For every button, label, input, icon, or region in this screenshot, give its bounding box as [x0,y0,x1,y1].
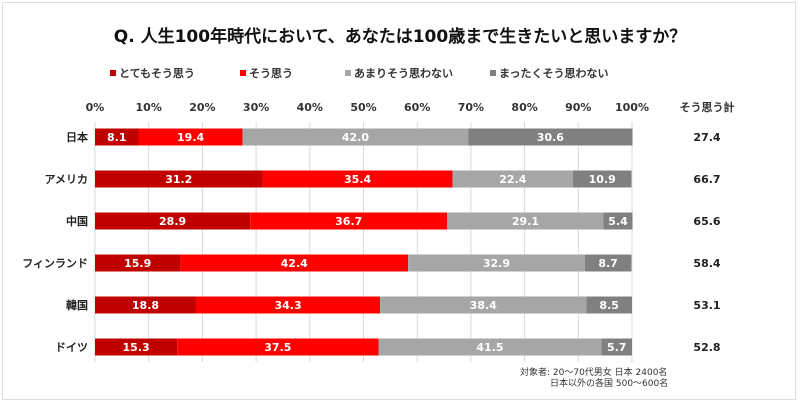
footnote-line: 対象者: 20～70代男女 日本 2400名 [520,368,668,378]
data-label: 31.2 [165,173,192,186]
bar-segment [468,128,633,146]
bar-segment [586,296,632,314]
x-tick-label: 20% [189,101,215,114]
legend-label: とてもそう思う [119,67,195,80]
bar-segment [95,338,178,356]
data-label: 5.7 [607,341,627,354]
legend-item: そう思う [240,65,293,81]
category-label: 日本 [66,130,88,144]
bar-segment [572,170,632,188]
data-label: 42.4 [281,257,308,270]
x-tick-label: 100% [615,101,649,114]
bar-segment [138,128,243,146]
footnote-line: 日本以外の各国 500～600名 [550,379,669,389]
data-label: 22.4 [499,173,526,186]
x-tick-label: 90% [565,101,591,114]
legend-label: あまりそう思わない [354,67,453,80]
bar-segment [408,254,585,272]
data-label: 41.5 [476,341,503,354]
x-tick-label: 60% [404,101,430,114]
bar-segment [95,296,196,314]
data-label: 42.0 [342,131,369,144]
bar-segment [177,338,379,356]
x-tick-label: 70% [458,101,484,114]
data-label: 37.5 [264,341,291,354]
data-label: 15.3 [123,341,150,354]
legend-item: まったくそう思わない [490,65,609,81]
x-tick-label: 50% [350,101,376,114]
bar-segment [452,170,573,188]
footnote: 対象者: 20～70代男女 日本 2400名 日本以外の各国 500～600名 [520,368,668,390]
data-label: 38.4 [470,299,497,312]
data-label: 34.3 [274,299,301,312]
x-tick-label: 40% [297,101,323,114]
total-value: 58.4 [693,257,720,270]
total-value: 66.7 [693,173,720,186]
data-label: 5.4 [608,215,628,228]
bar-segment [95,170,263,188]
bar-segment [95,128,139,146]
data-label: 19.4 [177,131,204,144]
bar-segment [95,212,251,230]
bar-segment [95,254,181,272]
data-label: 29.1 [512,215,539,228]
data-label: 28.9 [159,215,186,228]
category-label: 中国 [66,214,88,228]
bar-segment [378,338,602,356]
category-label: 韓国 [66,298,88,312]
legend-swatch [490,70,496,76]
data-label: 18.8 [132,299,159,312]
category-label: フィンランド [22,257,88,270]
data-label: 8.7 [598,257,618,270]
legend-swatch [110,70,116,76]
data-label: 30.6 [537,131,564,144]
legend-label: まったくそう思わない [499,67,609,80]
bar-segment [447,212,604,230]
category-label: ドイツ [55,341,88,354]
category-label: アメリカ [45,173,88,186]
bar-segment [195,296,381,314]
bar-segment [242,128,469,146]
x-tick-label: 30% [243,101,269,114]
legend-item: とてもそう思う [110,65,195,81]
bar-segment [180,254,409,272]
data-label: 10.9 [589,173,616,186]
bar-segment [262,170,453,188]
total-value: 52.8 [693,341,720,354]
chart-title: Q. 人生100年時代において、あなたは100歳まで生きたいと思いますか？ [113,27,687,47]
x-tick-label: 10% [136,101,162,114]
data-label: 15.9 [124,257,151,270]
data-label: 36.7 [335,215,362,228]
bar-segment [601,338,632,356]
legend-label: そう思う [249,67,293,80]
legend-swatch [240,70,246,76]
bar-segment [603,212,633,230]
total-value: 65.6 [693,215,720,228]
data-label: 32.9 [483,257,510,270]
legend-item: あまりそう思わない [345,65,453,81]
chart-frame [2,2,796,400]
data-label: 35.4 [344,173,371,186]
x-tick-label: 80% [511,101,537,114]
data-label: 8.1 [107,131,127,144]
total-value: 53.1 [693,299,720,312]
legend-swatch [345,70,351,76]
total-value: 27.4 [693,131,720,144]
total-header: そう思う計 [680,100,735,114]
x-tick-label: 0% [86,101,105,114]
bar-segment [584,254,632,272]
data-label: 8.5 [599,299,619,312]
bar-segment [380,296,587,314]
bar-segment [250,212,448,230]
